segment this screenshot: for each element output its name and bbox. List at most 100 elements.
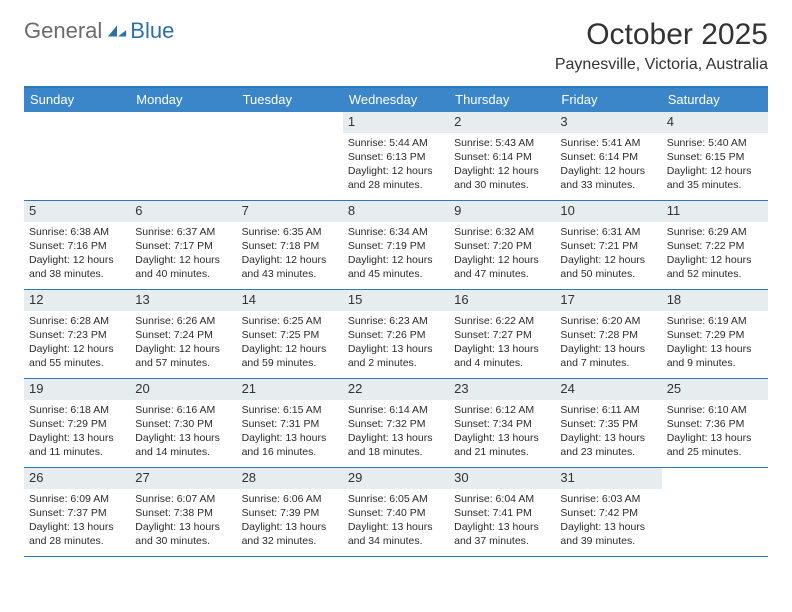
daylight-line1: Daylight: 13 hours: [454, 431, 550, 445]
sail-icon: [106, 23, 128, 39]
daylight-line1: Daylight: 13 hours: [29, 431, 125, 445]
day-cell: 9Sunrise: 6:32 AMSunset: 7:20 PMDaylight…: [449, 201, 555, 289]
sunrise-line: Sunrise: 6:25 AM: [242, 314, 338, 328]
sunrise-line: Sunrise: 5:40 AM: [667, 136, 763, 150]
day-details: Sunrise: 6:28 AMSunset: 7:23 PMDaylight:…: [24, 311, 130, 376]
day-cell: 6Sunrise: 6:37 AMSunset: 7:17 PMDaylight…: [130, 201, 236, 289]
day-cell: 31Sunrise: 6:03 AMSunset: 7:42 PMDayligh…: [555, 468, 661, 556]
day-number: 27: [130, 468, 236, 489]
daylight-line2: and 50 minutes.: [560, 267, 656, 281]
day-details: Sunrise: 5:40 AMSunset: 6:15 PMDaylight:…: [662, 133, 768, 198]
day-cell: 21Sunrise: 6:15 AMSunset: 7:31 PMDayligh…: [237, 379, 343, 467]
sunset-line: Sunset: 7:32 PM: [348, 417, 444, 431]
calendar-page: General Blue October 2025 Paynesville, V…: [0, 0, 792, 557]
day-number: 23: [449, 379, 555, 400]
sunset-line: Sunset: 7:27 PM: [454, 328, 550, 342]
daylight-line1: Daylight: 12 hours: [348, 253, 444, 267]
sunset-line: Sunset: 7:42 PM: [560, 506, 656, 520]
sunrise-line: Sunrise: 6:34 AM: [348, 225, 444, 239]
day-details: Sunrise: 6:37 AMSunset: 7:17 PMDaylight:…: [130, 222, 236, 287]
day-details: Sunrise: 6:06 AMSunset: 7:39 PMDaylight:…: [237, 489, 343, 554]
daylight-line2: and 47 minutes.: [454, 267, 550, 281]
weekday-sun: Sunday: [24, 88, 130, 112]
daylight-line1: Daylight: 13 hours: [667, 342, 763, 356]
weeks-container: 1Sunrise: 5:44 AMSunset: 6:13 PMDaylight…: [24, 112, 768, 557]
daylight-line1: Daylight: 13 hours: [242, 520, 338, 534]
day-number: 9: [449, 201, 555, 222]
sunset-line: Sunset: 6:14 PM: [560, 150, 656, 164]
daylight-line1: Daylight: 13 hours: [454, 520, 550, 534]
daylight-line2: and 57 minutes.: [135, 356, 231, 370]
day-cell: 24Sunrise: 6:11 AMSunset: 7:35 PMDayligh…: [555, 379, 661, 467]
day-cell: 11Sunrise: 6:29 AMSunset: 7:22 PMDayligh…: [662, 201, 768, 289]
sunrise-line: Sunrise: 6:22 AM: [454, 314, 550, 328]
sunrise-line: Sunrise: 6:18 AM: [29, 403, 125, 417]
day-details: Sunrise: 6:32 AMSunset: 7:20 PMDaylight:…: [449, 222, 555, 287]
day-cell: 16Sunrise: 6:22 AMSunset: 7:27 PMDayligh…: [449, 290, 555, 378]
daylight-line2: and 30 minutes.: [135, 534, 231, 548]
sunset-line: Sunset: 7:24 PM: [135, 328, 231, 342]
sunrise-line: Sunrise: 6:31 AM: [560, 225, 656, 239]
day-details: Sunrise: 6:12 AMSunset: 7:34 PMDaylight:…: [449, 400, 555, 465]
day-number: 22: [343, 379, 449, 400]
sunset-line: Sunset: 7:35 PM: [560, 417, 656, 431]
daylight-line2: and 40 minutes.: [135, 267, 231, 281]
daylight-line1: Daylight: 12 hours: [135, 253, 231, 267]
day-cell: 4Sunrise: 5:40 AMSunset: 6:15 PMDaylight…: [662, 112, 768, 200]
sunset-line: Sunset: 7:22 PM: [667, 239, 763, 253]
page-header: General Blue October 2025 Paynesville, V…: [24, 18, 768, 82]
location-line: Paynesville, Victoria, Australia: [555, 56, 768, 74]
weekday-thu: Thursday: [449, 88, 555, 112]
sunset-line: Sunset: 7:28 PM: [560, 328, 656, 342]
day-details: Sunrise: 6:38 AMSunset: 7:16 PMDaylight:…: [24, 222, 130, 287]
weekday-sat: Saturday: [662, 88, 768, 112]
daylight-line1: Daylight: 13 hours: [348, 520, 444, 534]
day-cell: 12Sunrise: 6:28 AMSunset: 7:23 PMDayligh…: [24, 290, 130, 378]
sunset-line: Sunset: 7:31 PM: [242, 417, 338, 431]
daylight-line2: and 38 minutes.: [29, 267, 125, 281]
daylight-line2: and 7 minutes.: [560, 356, 656, 370]
sunrise-line: Sunrise: 6:15 AM: [242, 403, 338, 417]
day-number: 25: [662, 379, 768, 400]
daylight-line1: Daylight: 13 hours: [667, 431, 763, 445]
daylight-line1: Daylight: 13 hours: [135, 431, 231, 445]
day-cell: 23Sunrise: 6:12 AMSunset: 7:34 PMDayligh…: [449, 379, 555, 467]
day-number: 10: [555, 201, 661, 222]
day-number: 6: [130, 201, 236, 222]
daylight-line2: and 59 minutes.: [242, 356, 338, 370]
daylight-line1: Daylight: 12 hours: [135, 342, 231, 356]
sunrise-line: Sunrise: 6:32 AM: [454, 225, 550, 239]
sunset-line: Sunset: 7:38 PM: [135, 506, 231, 520]
sunset-line: Sunset: 7:19 PM: [348, 239, 444, 253]
daylight-line2: and 4 minutes.: [454, 356, 550, 370]
day-number: 17: [555, 290, 661, 311]
day-number: 31: [555, 468, 661, 489]
daylight-line2: and 16 minutes.: [242, 445, 338, 459]
sunrise-line: Sunrise: 6:11 AM: [560, 403, 656, 417]
daylight-line2: and 25 minutes.: [667, 445, 763, 459]
sunset-line: Sunset: 7:20 PM: [454, 239, 550, 253]
day-number: 1: [343, 112, 449, 133]
sunrise-line: Sunrise: 6:12 AM: [454, 403, 550, 417]
day-cell: [130, 112, 236, 200]
day-number: 28: [237, 468, 343, 489]
week-row: 1Sunrise: 5:44 AMSunset: 6:13 PMDaylight…: [24, 112, 768, 201]
daylight-line2: and 11 minutes.: [29, 445, 125, 459]
sunset-line: Sunset: 7:25 PM: [242, 328, 338, 342]
sunset-line: Sunset: 7:29 PM: [29, 417, 125, 431]
day-details: Sunrise: 6:34 AMSunset: 7:19 PMDaylight:…: [343, 222, 449, 287]
daylight-line2: and 52 minutes.: [667, 267, 763, 281]
day-cell: 2Sunrise: 5:43 AMSunset: 6:14 PMDaylight…: [449, 112, 555, 200]
day-cell: 10Sunrise: 6:31 AMSunset: 7:21 PMDayligh…: [555, 201, 661, 289]
week-row: 5Sunrise: 6:38 AMSunset: 7:16 PMDaylight…: [24, 201, 768, 290]
daylight-line2: and 14 minutes.: [135, 445, 231, 459]
week-row: 26Sunrise: 6:09 AMSunset: 7:37 PMDayligh…: [24, 468, 768, 557]
brand-logo: General Blue: [24, 18, 174, 44]
day-details: Sunrise: 6:15 AMSunset: 7:31 PMDaylight:…: [237, 400, 343, 465]
daylight-line2: and 33 minutes.: [560, 178, 656, 192]
daylight-line1: Daylight: 12 hours: [454, 164, 550, 178]
sunrise-line: Sunrise: 6:10 AM: [667, 403, 763, 417]
daylight-line1: Daylight: 13 hours: [135, 520, 231, 534]
day-number: 7: [237, 201, 343, 222]
sunset-line: Sunset: 7:17 PM: [135, 239, 231, 253]
